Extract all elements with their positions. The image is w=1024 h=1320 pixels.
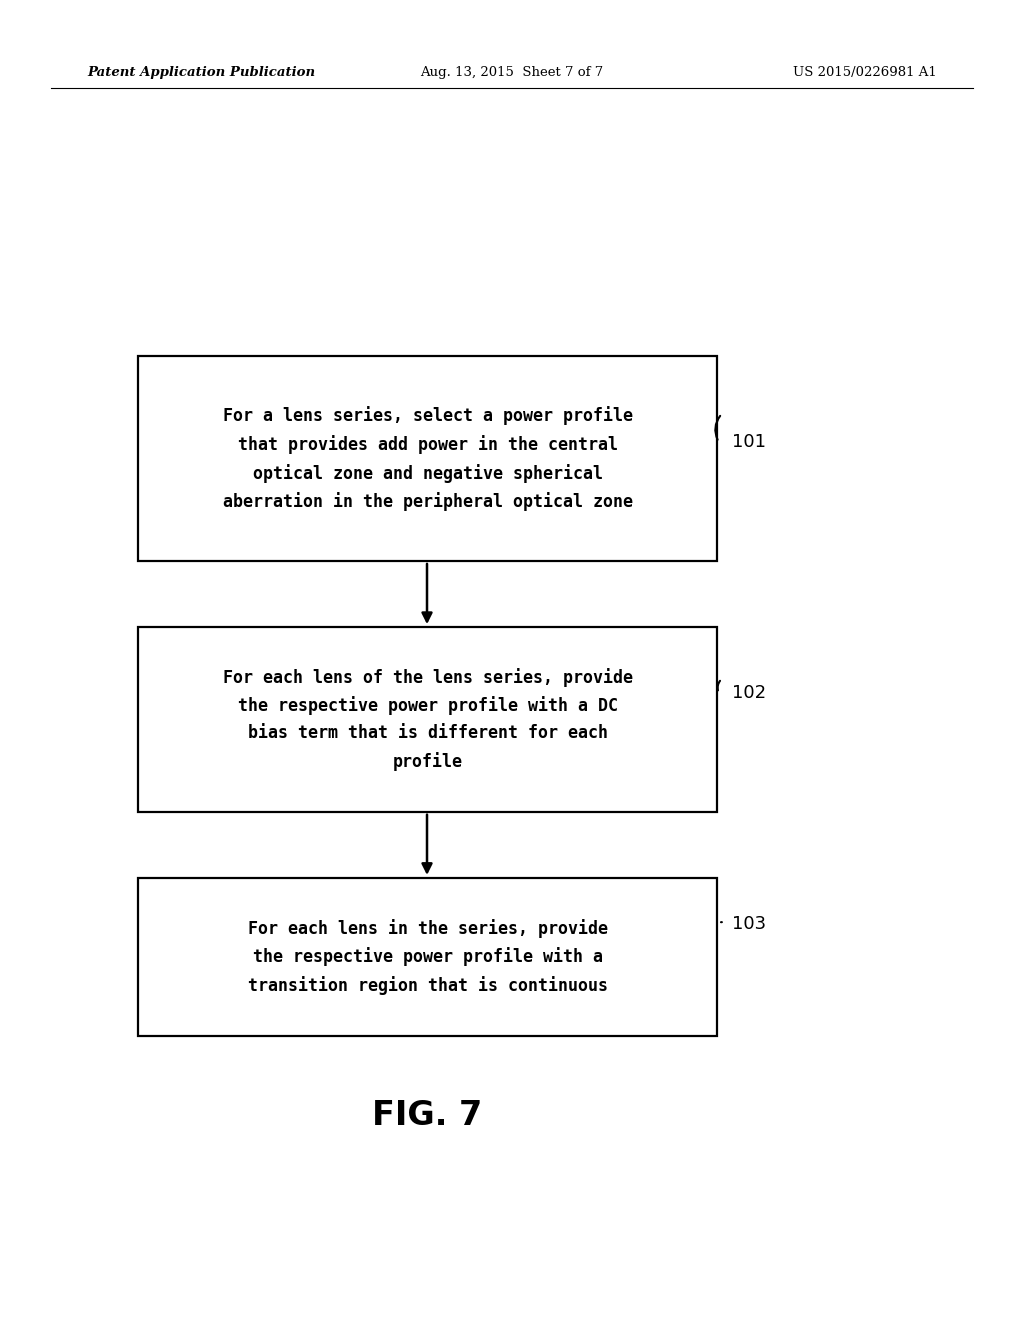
Text: For each lens of the lens series, provide
the respective power profile with a DC: For each lens of the lens series, provid… bbox=[222, 668, 633, 771]
FancyBboxPatch shape bbox=[138, 356, 717, 561]
Text: FIG. 7: FIG. 7 bbox=[372, 1098, 482, 1133]
Text: 102: 102 bbox=[732, 684, 766, 702]
FancyBboxPatch shape bbox=[138, 627, 717, 812]
FancyBboxPatch shape bbox=[138, 878, 717, 1036]
Text: For a lens series, select a power profile
that provides add power in the central: For a lens series, select a power profil… bbox=[222, 407, 633, 511]
Text: 101: 101 bbox=[732, 433, 766, 451]
Text: Patent Application Publication: Patent Application Publication bbox=[87, 66, 315, 79]
Text: US 2015/0226981 A1: US 2015/0226981 A1 bbox=[794, 66, 937, 79]
Text: Aug. 13, 2015  Sheet 7 of 7: Aug. 13, 2015 Sheet 7 of 7 bbox=[421, 66, 603, 79]
Text: For each lens in the series, provide
the respective power profile with a
transit: For each lens in the series, provide the… bbox=[248, 919, 607, 995]
Text: 103: 103 bbox=[732, 915, 766, 933]
